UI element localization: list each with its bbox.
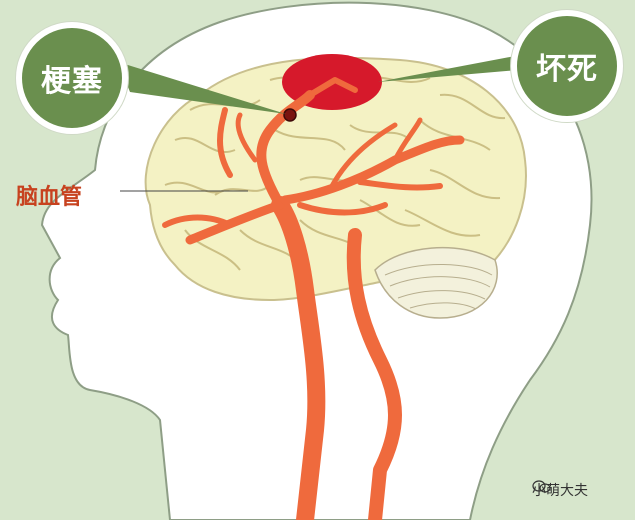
necrosis-pointer	[378, 56, 518, 82]
cerebellum-folds	[384, 264, 493, 310]
vessel-label: 脑血管	[16, 185, 83, 210]
brain-cerebellum	[374, 246, 498, 319]
cerebral-arteries	[162, 77, 465, 520]
carotid-artery	[271, 196, 326, 520]
vertebral-artery	[346, 228, 402, 520]
clot-marker	[283, 108, 297, 122]
necrosis-label: 坏死	[511, 10, 623, 122]
wechat-icon	[532, 480, 551, 493]
infarct-pointer	[118, 62, 286, 114]
watermark: 小萌大夫	[532, 480, 588, 500]
watermark-text: 小萌大夫	[532, 483, 588, 499]
infarct-label: 梗塞	[16, 22, 128, 134]
